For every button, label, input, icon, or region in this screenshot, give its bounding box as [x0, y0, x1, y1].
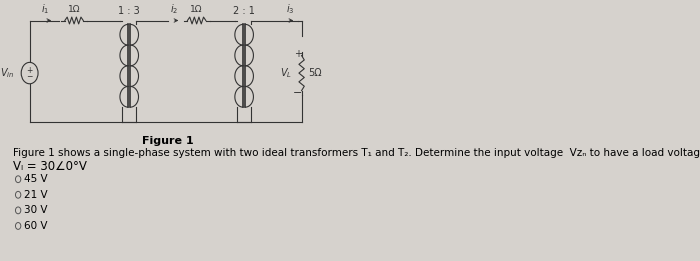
Text: +: +	[27, 66, 33, 75]
Text: $i_3$: $i_3$	[286, 2, 294, 16]
Text: −: −	[27, 73, 33, 81]
Text: 1Ω: 1Ω	[68, 5, 80, 14]
Text: +: +	[294, 49, 302, 59]
Text: Figure 1: Figure 1	[141, 136, 193, 146]
Text: $V_{in}$: $V_{in}$	[0, 66, 14, 80]
Text: $i_1$: $i_1$	[41, 2, 49, 16]
Text: 60 V: 60 V	[25, 221, 48, 231]
Text: 30 V: 30 V	[25, 205, 48, 215]
Text: 1 : 3: 1 : 3	[118, 6, 140, 16]
Text: $V_L$: $V_L$	[281, 66, 293, 80]
Text: −: −	[293, 87, 302, 98]
Text: Vₗ = 30∠0°V: Vₗ = 30∠0°V	[13, 160, 87, 173]
Text: 45 V: 45 V	[25, 174, 48, 184]
Text: 1Ω: 1Ω	[190, 5, 203, 14]
Text: 5Ω: 5Ω	[308, 68, 321, 78]
Text: 21 V: 21 V	[25, 190, 48, 200]
Text: $i_2$: $i_2$	[169, 2, 178, 16]
Text: 2 : 1: 2 : 1	[233, 6, 255, 16]
Text: Figure 1 shows a single-phase system with two ideal transformers T₁ and T₂. Dete: Figure 1 shows a single-phase system wit…	[13, 148, 700, 158]
